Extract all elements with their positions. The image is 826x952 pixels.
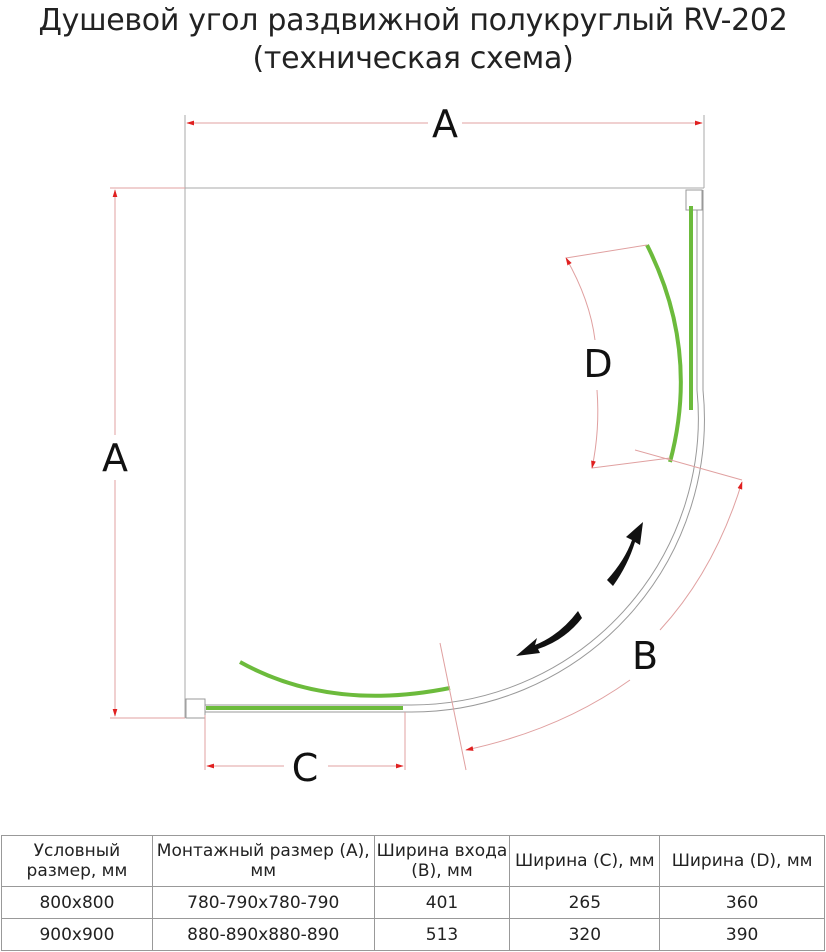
arrow-down-icon: [516, 611, 582, 656]
table-cell: 390: [659, 918, 825, 951]
table-cell: 401: [373, 886, 511, 919]
label-a-top: A: [432, 102, 458, 146]
label-a-left: A: [102, 436, 128, 480]
title-line-2: (техническая схема): [252, 41, 574, 76]
table-cell: 880-890x880-890: [151, 918, 375, 951]
dimension-lines: [110, 120, 743, 771]
label-d: D: [583, 342, 612, 386]
label-c: C: [292, 746, 319, 790]
shower-profile: [185, 189, 705, 719]
table-cell: 320: [509, 918, 661, 951]
bottom-left-bracket: [185, 698, 206, 719]
walls: [184, 115, 705, 718]
sliding-direction-arrows: [516, 522, 643, 656]
title-line-1: Душевой угол раздвижной полукруглый RV-2…: [38, 3, 788, 38]
table-row: 900x900 880-890x880-890 513 320 390: [1, 918, 825, 951]
table-row: 800x800 780-790x780-790 401 265 360: [1, 886, 825, 919]
table-header-row: Условный размер, мм Монтажный размер (A)…: [1, 835, 825, 887]
arrow-up-icon: [607, 522, 643, 586]
sliding-door-d: [645, 244, 683, 463]
technical-diagram: A A C D B: [102, 102, 743, 790]
header-cell: Ширина (D), мм: [659, 835, 825, 887]
header-cell: Ширина входа (B), мм: [373, 835, 511, 887]
table-cell: 780-790x780-790: [151, 886, 375, 919]
top-right-bracket: [685, 189, 703, 211]
header-cell: Монтажный размер (A), мм: [151, 835, 375, 887]
sliding-door-bottom: [239, 660, 451, 698]
dimensions-table: Условный размер, мм Монтажный размер (A)…: [1, 835, 825, 951]
label-b: B: [632, 634, 658, 678]
header-cell: Условный размер, мм: [1, 835, 153, 887]
table-cell: 360: [659, 886, 825, 919]
table-cell: 265: [509, 886, 661, 919]
table-cell: 900x900: [1, 918, 153, 951]
page-title: Душевой угол раздвижной полукруглый RV-2…: [0, 2, 826, 78]
table-cell: 513: [373, 918, 511, 951]
header-cell: Ширина (C), мм: [509, 835, 661, 887]
glass-panels: [206, 206, 693, 710]
table-cell: 800x800: [1, 886, 153, 919]
